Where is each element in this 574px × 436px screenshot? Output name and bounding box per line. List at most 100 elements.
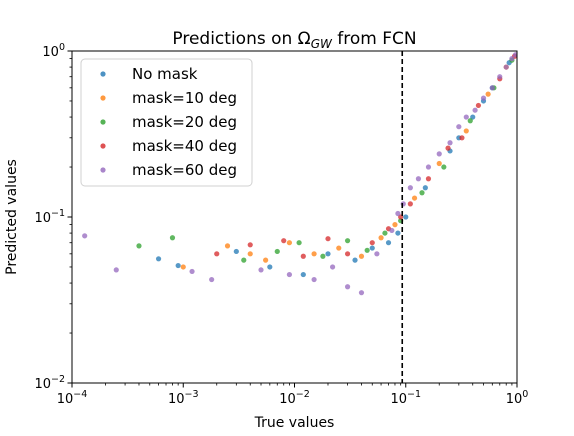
scatter-point-series-2-11 xyxy=(441,164,447,170)
marks-layer xyxy=(82,52,517,296)
scatter-point-series-0-6 xyxy=(352,257,358,263)
chart-title: Predictions on ΩGW from FCN xyxy=(172,29,416,51)
scatter-point-series-1-0 xyxy=(180,264,186,270)
scatter-point-series-4-17 xyxy=(436,151,442,157)
legend-box xyxy=(80,58,253,187)
scatter-point-series-3-12 xyxy=(459,135,465,141)
y-tick-label-0: 10−2 xyxy=(34,374,65,392)
scatter-point-series-0-9 xyxy=(395,230,401,236)
scatter-point-series-4-14 xyxy=(407,185,413,191)
scatter-point-series-3-13 xyxy=(475,102,482,109)
y-axis-label: Predicted values xyxy=(4,159,20,275)
scatter-point-series-4-22 xyxy=(480,95,487,101)
scatter-point-series-4-9 xyxy=(358,290,365,296)
scatter-point-series-4-8 xyxy=(344,284,351,290)
scatter-point-series-4-6 xyxy=(311,276,317,283)
scatter-point-series-2-10 xyxy=(419,190,425,196)
legend-marker-4 xyxy=(100,167,106,173)
scatter-point-series-0-4 xyxy=(300,271,306,278)
scatter-point-series-3-10 xyxy=(425,176,432,182)
x-tick-label-4: 100 xyxy=(506,389,529,407)
scatter-point-series-4-20 xyxy=(463,114,469,120)
scatter-point-series-3-9 xyxy=(407,201,413,207)
scatter-point-series-3-3 xyxy=(300,253,306,259)
scatter-point-series-0-10 xyxy=(403,214,409,220)
scatter-point-series-3-4 xyxy=(325,236,331,242)
scatter-point-series-4-19 xyxy=(456,124,462,130)
scatter-point-series-0-7 xyxy=(369,245,375,251)
legend-marker-1 xyxy=(100,95,106,101)
scatter-point-series-2-6 xyxy=(344,238,351,244)
scatter-point-series-4-0 xyxy=(82,233,88,239)
scatter-point-series-3-1 xyxy=(247,242,253,248)
legend-entry-3: mask=40 deg xyxy=(132,137,237,155)
scatter-point-series-0-2 xyxy=(233,248,239,255)
scatter-point-series-2-1 xyxy=(169,235,176,241)
legend-entry-0: No mask xyxy=(132,65,198,83)
scatter-point-series-2-8 xyxy=(382,230,388,236)
scatter-point-series-0-1 xyxy=(175,262,181,269)
scatter-point-series-2-4 xyxy=(296,240,302,246)
scatter-point-series-0-0 xyxy=(155,256,162,262)
x-axis-label: True values xyxy=(254,415,335,431)
scatter-point-series-4-7 xyxy=(329,264,336,270)
scatter-point-series-4-4 xyxy=(258,267,264,273)
labels-layer: 10−4 10−3 10−2 10−1 100 10−2 10−1 100 True value… xyxy=(4,29,528,431)
scatter-point-series-0-5 xyxy=(325,251,331,257)
legend: No mask mask=10 deg mask=20 deg mask=40 deg… xyxy=(80,58,253,187)
scatter-point-series-4-18 xyxy=(447,140,453,146)
scatter-point-series-1-8 xyxy=(378,235,384,241)
scatter-point-series-0-13 xyxy=(470,114,476,120)
scatter-point-series-1-2 xyxy=(247,251,253,257)
scatter-point-series-2-12 xyxy=(467,118,473,124)
scatter-point-series-0-11 xyxy=(422,185,428,191)
y-tick-label-2: 100 xyxy=(42,42,65,60)
scatter-point-series-4-15 xyxy=(415,176,422,182)
scatter-point-series-4-5 xyxy=(286,271,293,278)
x-tick-label-3: 10−1 xyxy=(390,389,421,407)
x-tick-label-2: 10−2 xyxy=(279,389,310,407)
x-tick-label-1: 10−3 xyxy=(168,389,199,407)
scatter-point-series-1-7 xyxy=(358,253,365,259)
scatter-point-series-1-13 xyxy=(485,91,491,97)
scatter-point-series-4-10 xyxy=(374,251,380,257)
scatter-point-series-4-21 xyxy=(472,107,478,113)
legend-marker-3 xyxy=(100,143,106,149)
scatter-point-series-3-2 xyxy=(281,238,287,244)
scatter-point-series-1-3 xyxy=(263,257,269,263)
scatter-point-series-0-8 xyxy=(385,240,392,246)
scatter-point-series-4-25 xyxy=(503,64,509,70)
scatter-point-series-1-11 xyxy=(436,160,442,167)
scatter-point-series-1-5 xyxy=(311,251,317,257)
scatter-point-series-4-3 xyxy=(209,276,215,283)
scatter-point-series-4-16 xyxy=(425,164,432,170)
frame-layer xyxy=(67,50,518,388)
scatter-point-series-2-0 xyxy=(136,243,142,249)
scatter-point-series-0-3 xyxy=(267,264,273,270)
legend-entry-2: mask=20 deg xyxy=(132,113,237,131)
scatter-point-series-1-10 xyxy=(411,195,418,201)
scatter-point-series-4-11 xyxy=(389,227,395,234)
scatter-point-series-3-6 xyxy=(369,240,375,246)
scatter-point-series-1-4 xyxy=(286,240,293,246)
scatter-point-series-2-2 xyxy=(241,257,247,263)
legend-entry-1: mask=10 deg xyxy=(132,89,237,107)
scatter-point-series-2-3 xyxy=(274,248,280,255)
scatter-point-series-2-5 xyxy=(320,253,326,259)
scatter-point-series-3-5 xyxy=(344,251,351,257)
scatter-point-series-4-1 xyxy=(113,267,119,273)
legend-entry-4: mask=60 deg xyxy=(132,161,237,179)
y-tick-label-1: 10−1 xyxy=(34,208,65,226)
scatter-point-series-1-9 xyxy=(392,222,398,228)
scatter-point-series-1-12 xyxy=(463,128,469,134)
legend-marker-2 xyxy=(100,119,106,125)
scatter-point-series-1-6 xyxy=(336,245,342,251)
scatter-point-series-4-27 xyxy=(512,52,517,58)
scatter-point-series-4-23 xyxy=(489,85,495,91)
legend-marker-0 xyxy=(100,71,106,77)
scatter-point-series-4-26 xyxy=(509,56,515,62)
scatter-point-series-1-1 xyxy=(224,243,231,249)
scatter-point-series-4-12 xyxy=(395,210,401,217)
